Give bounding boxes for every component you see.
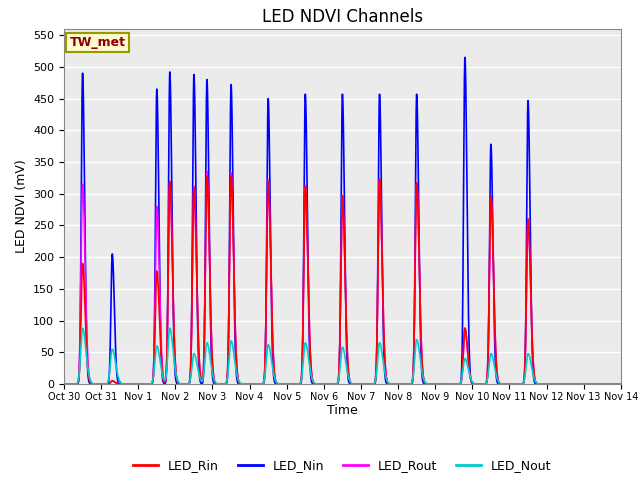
X-axis label: Time: Time	[327, 405, 358, 418]
Legend: LED_Rin, LED_Nin, LED_Rout, LED_Nout: LED_Rin, LED_Nin, LED_Rout, LED_Nout	[128, 454, 557, 477]
Y-axis label: LED NDVI (mV): LED NDVI (mV)	[15, 159, 28, 253]
Title: LED NDVI Channels: LED NDVI Channels	[262, 8, 423, 26]
Text: TW_met: TW_met	[70, 36, 125, 49]
